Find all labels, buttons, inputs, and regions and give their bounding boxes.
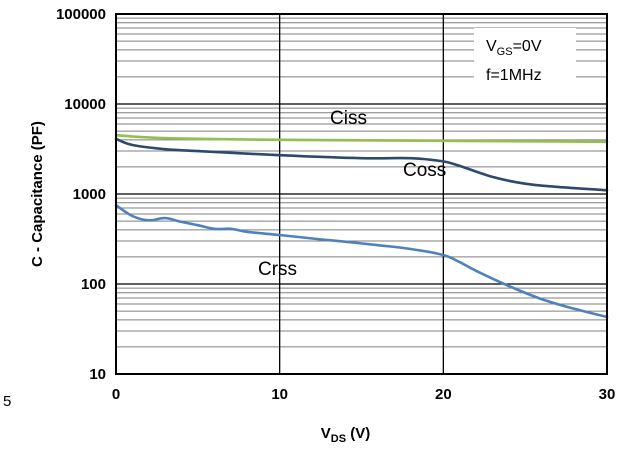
stray-tick-label: 5 (3, 393, 11, 410)
conditions-background (474, 28, 576, 88)
y-tick-label: 1000 (73, 186, 106, 203)
x-tick-labels: 0 10 20 30 (112, 386, 616, 403)
series-group (114, 133, 609, 319)
series-label-crss: Crss (258, 259, 297, 280)
condition-frequency: f=1MHz (486, 67, 542, 84)
series-line-crss (114, 203, 609, 319)
gridlines (115, 13, 608, 375)
condition-vgs: VGS=0V (486, 38, 542, 58)
y-tick-label: 10 (89, 366, 106, 383)
y-tick-label: 100000 (56, 6, 106, 23)
series-label-coss: Coss (403, 160, 446, 181)
y-axis-title: C - Capacitance (PF) (29, 121, 46, 267)
x-tick-label: 0 (112, 386, 120, 403)
conditions-box: VGS=0V f=1MHz (474, 28, 576, 88)
plot-border (115, 13, 608, 375)
series-line-coss (114, 137, 609, 192)
series-line-ciss (114, 133, 609, 144)
x-tick-label: 20 (435, 386, 452, 403)
y-tick-labels: 10 100 1000 10000 100000 (56, 6, 106, 383)
x-tick-label: 30 (599, 386, 616, 403)
series-label-ciss: Ciss (330, 108, 367, 129)
x-tick-label: 10 (271, 386, 288, 403)
y-tick-label: 10000 (64, 96, 106, 113)
x-axis-title: VDS (V) (321, 425, 370, 445)
y-tick-label: 100 (81, 276, 106, 293)
